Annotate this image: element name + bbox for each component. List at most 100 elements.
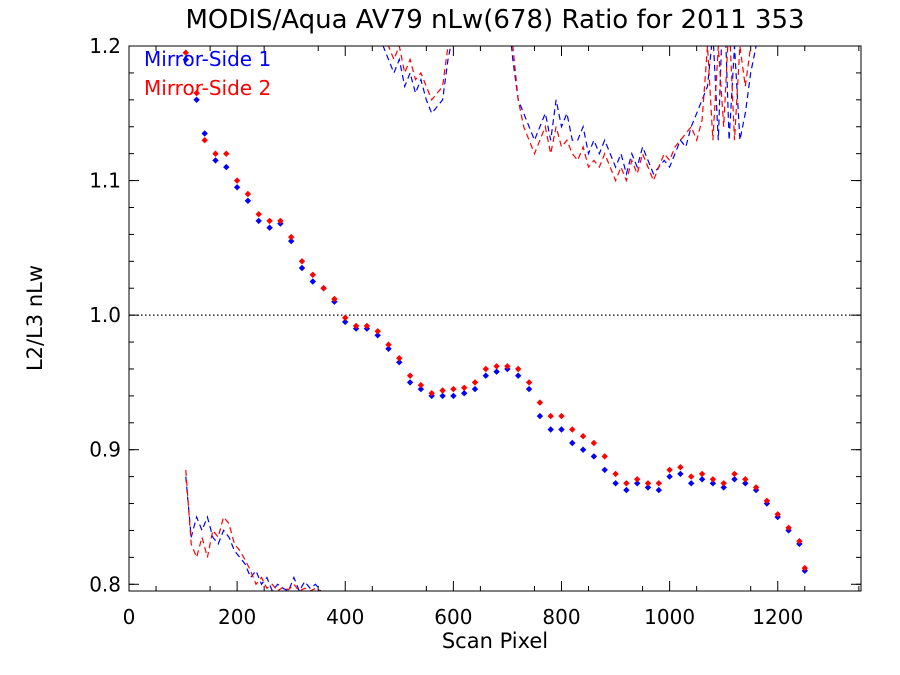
series-2-point-29 (482, 365, 489, 373)
series-2-point-20 (385, 341, 392, 348)
series-1-dashed-upper-line-2 (510, 46, 757, 177)
y-axis-label: L2/L3 nLw (23, 265, 47, 371)
series-2-point-43 (634, 476, 641, 483)
series-2-point-23 (417, 381, 425, 389)
series-1-point-28 (471, 385, 479, 393)
legend-entry-2: Mirror-Side 2 (144, 76, 271, 100)
series-2-point-25 (439, 387, 446, 394)
dashed-layer (185, 46, 757, 591)
series-1-point-27 (461, 390, 468, 397)
series-1-point-25 (439, 392, 446, 400)
series-2-point-27 (461, 384, 468, 391)
series-2-point-34 (536, 399, 544, 406)
series-1-point-30 (493, 368, 500, 375)
series-1-point-19 (374, 332, 381, 339)
series-1-point-12 (298, 264, 306, 272)
series-2-point-55 (763, 497, 771, 504)
series-1-point-38 (579, 446, 587, 453)
series-2-point-28 (471, 379, 479, 386)
series-2-point-59 (801, 564, 808, 572)
x-tick-label-1: 0 (123, 605, 136, 629)
series-2-point-5 (223, 150, 230, 157)
series-1-point-51 (720, 484, 727, 491)
series-2-point-8 (255, 211, 262, 218)
series-1-point-8 (255, 217, 262, 225)
series-2-point-32 (515, 365, 522, 373)
x-tick-label-4: 600 (434, 605, 472, 629)
series-1-point-11 (288, 237, 295, 245)
series-1-point-6 (233, 184, 241, 191)
series-1-point-29 (482, 372, 489, 379)
series-2-point-44 (644, 480, 652, 487)
series-2-point-11 (288, 233, 295, 241)
y-tick-label-4: 1.1 (89, 169, 121, 193)
series-2-point-45 (655, 480, 662, 487)
series-1-point-22 (406, 379, 414, 386)
series-2-point-35 (547, 412, 554, 420)
series-2-point-40 (601, 453, 608, 460)
series-1-point-3 (201, 130, 208, 137)
y-tick-label-3: 1.0 (89, 303, 121, 327)
series-1-point-41 (612, 480, 619, 487)
series-2-point-6 (233, 177, 241, 184)
series-2-point-47 (677, 464, 684, 471)
series-1-point-9 (266, 224, 273, 231)
legend-entry-1: Mirror-Side 1 (144, 47, 271, 71)
series-1-point-42 (623, 486, 630, 494)
x-tick-label-5: 800 (542, 605, 580, 629)
series-1-point-40 (601, 466, 608, 474)
series-1-point-35 (547, 426, 554, 433)
series-2-point-42 (623, 480, 630, 487)
series-2-point-36 (558, 412, 565, 420)
series-1-point-36 (558, 426, 565, 433)
series-1-point-44 (644, 484, 652, 491)
series-1-point-43 (634, 480, 641, 487)
x-tick-label-7: 1200 (752, 605, 803, 629)
series-2-point-13 (309, 271, 316, 278)
series-2-point-30 (493, 363, 500, 370)
series-2-dashed-upper-line-2 (512, 46, 752, 183)
series-1-point-47 (677, 470, 684, 478)
series-1-point-32 (515, 372, 522, 379)
series-2-point-15 (331, 295, 338, 303)
series-2-point-1 (182, 49, 189, 56)
series-1-point-1 (182, 56, 189, 63)
series-2-point-33 (525, 379, 533, 386)
series-2-point-12 (298, 258, 306, 265)
series-1-point-2 (193, 96, 200, 103)
series-2-point-52 (731, 470, 738, 478)
series-1-point-39 (590, 453, 598, 460)
series-2-point-57 (785, 524, 792, 531)
series-2-point-16 (342, 314, 349, 321)
series-2-point-53 (742, 476, 749, 483)
series-1-point-16 (342, 318, 349, 326)
series-2-point-56 (774, 511, 781, 518)
series-1-point-21 (396, 359, 403, 366)
series-2-point-49 (698, 470, 706, 478)
series-2-point-39 (590, 439, 598, 447)
series-2-point-24 (428, 390, 435, 397)
x-tick-label-6: 1000 (644, 605, 695, 629)
series-1-point-33 (525, 385, 533, 393)
series-1-point-49 (698, 476, 706, 483)
series-1-point-4 (212, 157, 219, 164)
plot-area (129, 46, 861, 591)
series-2-point-7 (244, 190, 252, 198)
y-tick-label-2: 0.9 (89, 438, 121, 462)
series-2-point-31 (504, 363, 511, 370)
series-1-point-46 (666, 473, 673, 480)
series-2-point-51 (720, 480, 727, 487)
series-2-point-10 (277, 217, 284, 225)
series-2-point-22 (406, 372, 414, 379)
series-2-point-46 (666, 466, 673, 474)
series-1-point-34 (536, 412, 544, 420)
series-2-point-54 (752, 484, 760, 491)
legend: Mirror-Side 1 Mirror-Side 2 (144, 47, 271, 100)
series-1-point-45 (655, 486, 662, 494)
series-2-point-50 (709, 476, 717, 483)
series-1-point-53 (742, 480, 749, 487)
series-1-point-52 (731, 476, 738, 483)
series-1-point-26 (450, 392, 457, 400)
series-1-point-7 (244, 197, 252, 204)
